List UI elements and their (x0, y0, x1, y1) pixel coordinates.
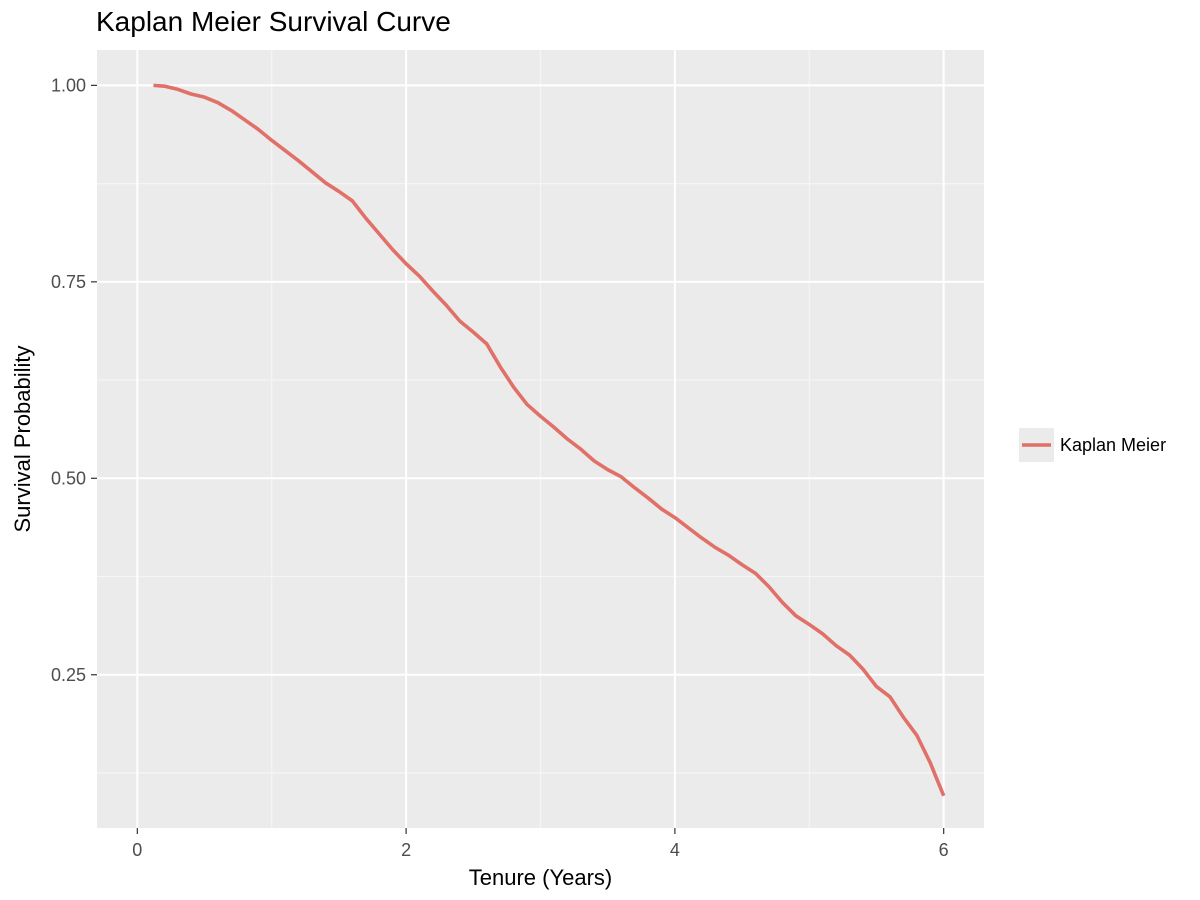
major-gridlines (97, 50, 984, 828)
y-tick-label: 0.50 (51, 468, 86, 488)
x-tick-label: 6 (939, 840, 949, 860)
series-line-kaplan-meier (153, 83, 946, 797)
series-layer (153, 83, 946, 797)
x-tick-label: 0 (132, 840, 142, 860)
x-tick-label: 2 (401, 840, 411, 860)
legend-label: Kaplan Meier (1060, 435, 1166, 455)
y-axis-title: Survival Probability (10, 345, 35, 532)
y-tick-label: 0.25 (51, 665, 86, 685)
x-axis-title: Tenure (Years) (469, 865, 612, 890)
minor-gridlines (97, 50, 984, 828)
y-tick-label: 1.00 (51, 75, 86, 95)
legend: Kaplan Meier (1019, 428, 1166, 462)
x-axis: 0 2 4 6 (132, 828, 949, 860)
chart-title: Kaplan Meier Survival Curve (96, 6, 451, 37)
x-tick-label: 4 (670, 840, 680, 860)
y-axis: 0.25 0.50 0.75 1.00 (51, 75, 97, 685)
y-tick-label: 0.75 (51, 272, 86, 292)
